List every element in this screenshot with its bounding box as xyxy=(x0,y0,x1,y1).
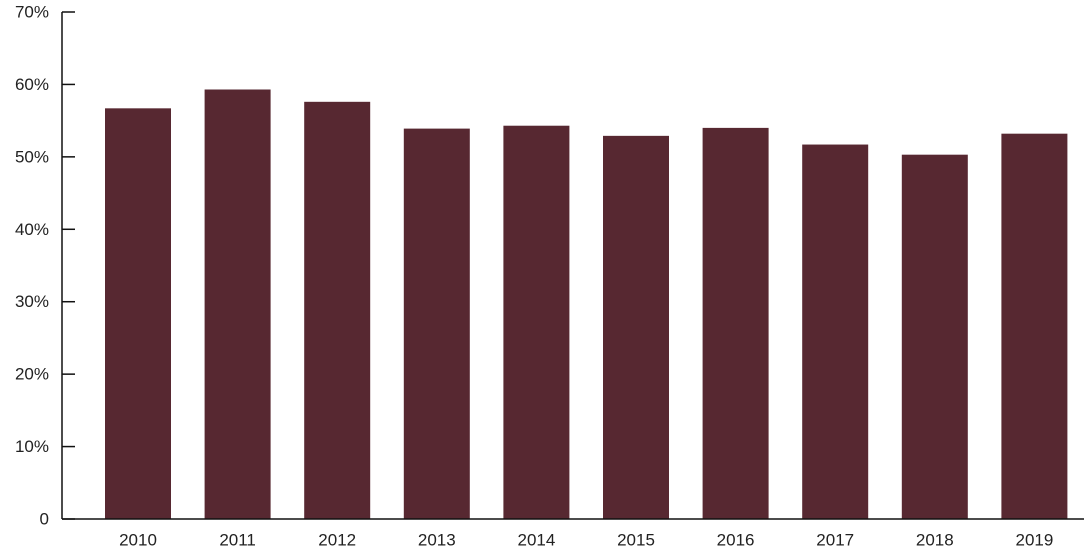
bars xyxy=(105,89,1068,520)
bar-2018 xyxy=(901,154,968,520)
bar-2019 xyxy=(1001,133,1068,519)
x-tick-label: 2014 xyxy=(517,531,555,550)
y-axis-ticks: 0 10% 20% 30% 40% 50% 60% 70% xyxy=(15,3,75,529)
y-tick-label: 30% xyxy=(15,292,49,311)
bar-2017 xyxy=(802,144,869,519)
y-tick-label: 0 xyxy=(40,510,49,529)
x-tick-label: 2013 xyxy=(418,531,456,550)
bar-2015 xyxy=(603,135,669,520)
bar-2011 xyxy=(204,89,271,520)
y-tick-label: 10% xyxy=(15,437,49,456)
x-tick-label: 2017 xyxy=(816,531,854,550)
x-tick-label: 2019 xyxy=(1015,531,1053,550)
x-tick-label: 2010 xyxy=(119,531,157,550)
y-tick-label: 70% xyxy=(15,3,49,22)
x-tick-label: 2016 xyxy=(717,531,755,550)
x-tick-label: 2018 xyxy=(916,531,954,550)
y-tick-label: 60% xyxy=(15,75,49,94)
bar-2016 xyxy=(702,127,769,519)
y-tick-label: 20% xyxy=(15,365,49,384)
x-tick-label: 2015 xyxy=(617,531,655,550)
bar-2010 xyxy=(105,108,171,519)
x-tick-label: 2011 xyxy=(219,531,256,550)
y-tick-label: 50% xyxy=(15,147,49,166)
y-tick-label: 40% xyxy=(15,220,49,239)
bar-2012 xyxy=(304,101,371,519)
bar-2013 xyxy=(403,128,470,520)
x-tick-label: 2012 xyxy=(318,531,356,550)
x-axis-tick-labels: 2010 2011 2012 2013 2014 2015 2016 2017 2018 2019 xyxy=(119,531,1053,550)
bar-2014 xyxy=(503,125,570,519)
